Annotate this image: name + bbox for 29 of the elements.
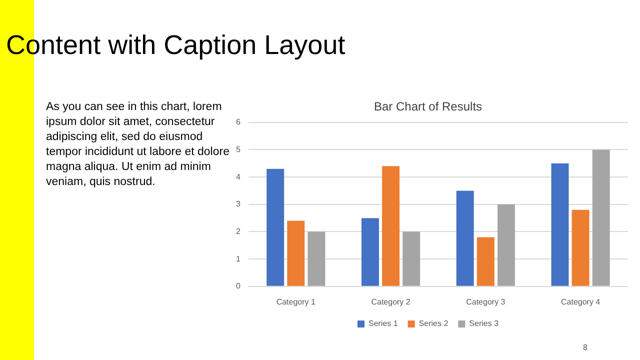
legend-label: Series 1 — [368, 319, 398, 328]
bar — [456, 190, 474, 286]
bar — [572, 210, 590, 286]
bar — [551, 163, 569, 286]
bar — [382, 166, 400, 286]
x-tick-label: Category 4 — [560, 297, 601, 306]
y-tick-label: 0 — [236, 282, 241, 291]
bar — [402, 232, 420, 286]
x-tick-label: Category 3 — [466, 297, 506, 306]
y-tick-label: 5 — [236, 144, 241, 154]
bar — [266, 168, 284, 286]
legend-label: Series 2 — [418, 319, 449, 328]
bar — [361, 218, 379, 286]
bar — [497, 204, 515, 286]
bar — [287, 220, 305, 286]
y-tick-label: 4 — [236, 172, 241, 182]
y-tick-label: 1 — [236, 254, 241, 264]
bar — [476, 237, 494, 286]
y-tick-label: 6 — [236, 118, 241, 127]
legend-label: Series 3 — [469, 319, 500, 328]
bar — [592, 150, 610, 286]
x-tick-label: Category 1 — [276, 297, 316, 306]
text: 8 — [583, 343, 588, 352]
bar — [308, 232, 326, 286]
x-tick-label: Category 2 — [371, 297, 411, 306]
chart-title: Bar Chart of Results — [374, 100, 482, 114]
y-tick-label: 3 — [236, 200, 241, 209]
y-tick-label: 2 — [236, 226, 241, 236]
text: As you can see in this chart, lorem ipsum dolor sit amet, consectetur adipiscing elit, sed do eiusmod tempor incididunt ut labore et dolore magna aliqua. Ut enim ad minim veniam, quis nostrud. — [46, 100, 230, 190]
